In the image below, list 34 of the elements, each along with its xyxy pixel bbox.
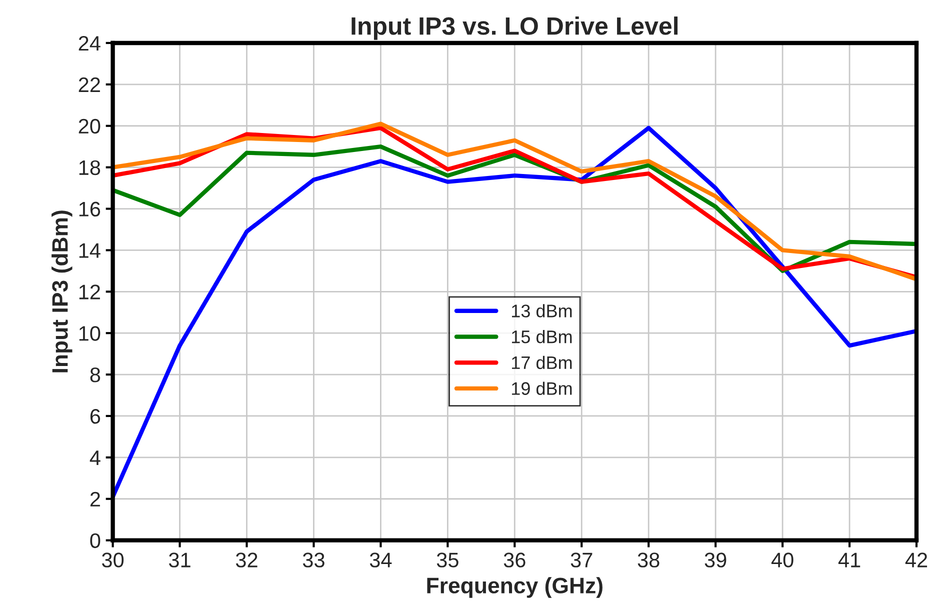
x-tick-label: 38 (638, 552, 660, 568)
y-tick-label: 24 (78, 36, 100, 51)
legend-label: 13 dBm (512, 304, 572, 318)
x-axis-title: Frequency (GHz) (427, 577, 602, 598)
y-tick-label: 0 (90, 533, 100, 548)
x-tick-label: 40 (771, 552, 794, 568)
y-tick-label: 14 (79, 243, 100, 258)
x-tick-label: 37 (570, 552, 592, 568)
y-axis-title: Input IP3 (dBm) (52, 210, 72, 372)
line-series (112, 126, 916, 499)
y-tick-label: 22 (78, 77, 100, 92)
y-tick-label: 6 (90, 408, 100, 424)
y-tick-label: 4 (90, 450, 100, 465)
x-tick-label: 31 (168, 552, 190, 568)
chart-title: Input IP3 vs. LO Drive Level (352, 16, 678, 40)
x-tick-label: 41 (838, 552, 860, 568)
legend-label: 15 dBm (512, 330, 572, 344)
y-tick-label: 16 (79, 202, 100, 217)
x-tick-label: 32 (236, 552, 258, 568)
y-tick-label: 12 (79, 284, 100, 300)
y-tick-label: 18 (79, 160, 100, 176)
x-tick-label: 30 (102, 552, 124, 568)
x-tick-label: 39 (704, 552, 726, 568)
legend-label: 17 dBm (512, 356, 572, 370)
y-tick-label: 10 (79, 326, 100, 341)
x-tick-label: 35 (436, 552, 458, 568)
x-tick-label: 42 (905, 552, 928, 568)
y-tick-label: 2 (90, 492, 100, 506)
x-tick-label: 36 (504, 552, 526, 568)
x-tick-label: 33 (302, 552, 324, 568)
y-tick-label: 8 (90, 368, 100, 382)
x-tick-label: 34 (370, 552, 392, 568)
y-tick-label: 20 (78, 118, 100, 134)
legend-label: 19 dBm (512, 382, 572, 395)
